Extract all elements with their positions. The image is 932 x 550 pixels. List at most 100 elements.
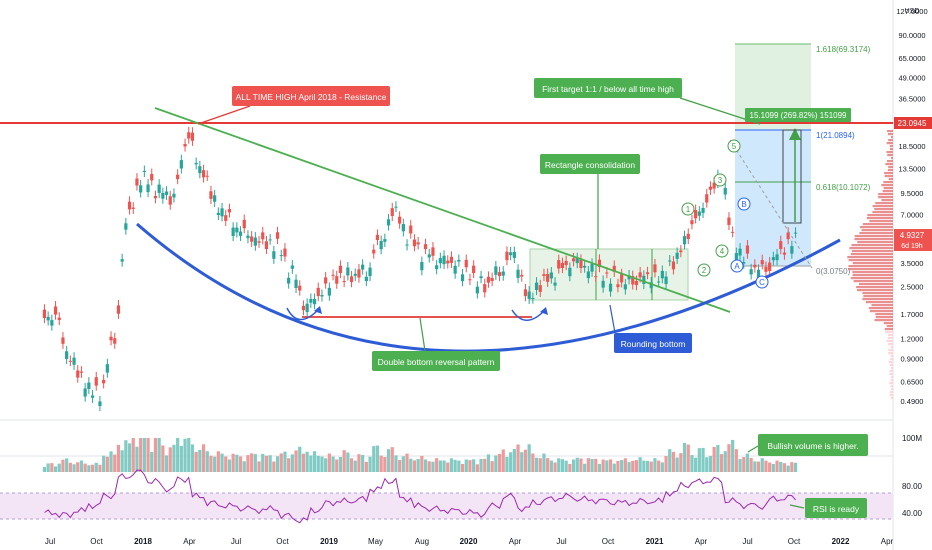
- volume-profile-bar: [887, 337, 893, 340]
- callout-ath-text: ALL TIME HIGH April 2018 - Resistance: [236, 92, 387, 102]
- candle-body: [139, 185, 143, 193]
- volume-profile-bar: [869, 220, 893, 223]
- candle-body: [645, 272, 650, 275]
- volume-profile-bar: [891, 376, 893, 379]
- time-axis-label: Oct: [276, 537, 289, 546]
- volume-bar: [231, 453, 235, 472]
- price-axis-label: 49.0000: [898, 74, 925, 83]
- price-axis-label: 0.6500: [901, 377, 924, 386]
- volume-bar: [475, 464, 479, 472]
- candle-body: [675, 252, 679, 259]
- candle-body: [594, 276, 598, 278]
- volume-bar: [90, 464, 95, 472]
- candle-body: [542, 274, 546, 276]
- volume-bar: [638, 457, 642, 472]
- volume-profile-bar: [884, 172, 893, 175]
- volume-bar: [72, 464, 76, 472]
- volume-bar: [764, 460, 768, 472]
- candle-body: [623, 284, 627, 290]
- volume-bar: [645, 460, 650, 472]
- candle-body: [494, 266, 498, 275]
- candle-body: [83, 388, 87, 397]
- candle-body: [549, 272, 553, 279]
- volume-profile-bar: [848, 268, 893, 271]
- volume-bar: [57, 463, 61, 472]
- current-price-badge-bg: [894, 229, 932, 251]
- candle-body: [90, 395, 95, 398]
- candle-body: [201, 170, 206, 178]
- descending-trendline: [154, 107, 731, 313]
- candle-body: [379, 241, 383, 250]
- volume-bar: [235, 454, 239, 472]
- price-axis-label: 65.0000: [898, 54, 925, 63]
- candle-body: [775, 254, 779, 261]
- candle-body: [109, 336, 113, 341]
- candle-body: [98, 401, 102, 407]
- candle-body: [72, 357, 76, 365]
- volume-bar: [756, 461, 761, 472]
- volume-bar: [79, 460, 84, 472]
- candle-body: [612, 265, 616, 272]
- volume-profile-bar: [890, 346, 893, 349]
- volume-bar: [179, 445, 183, 472]
- volume-bar: [782, 463, 787, 472]
- volume-profile-bar: [889, 382, 893, 385]
- volume-bar: [98, 464, 102, 472]
- volume-profile-bar: [856, 286, 893, 289]
- volume-bar: [105, 456, 109, 472]
- time-axis-label: Apr: [881, 537, 894, 546]
- volume-profile-bar: [891, 397, 893, 400]
- volume-bar: [586, 458, 590, 472]
- candle-body: [312, 298, 317, 305]
- candle-body: [442, 255, 446, 265]
- candle-body: [57, 317, 61, 321]
- volume-bar: [216, 451, 220, 472]
- candle-body: [76, 370, 80, 378]
- volume-bar: [634, 460, 639, 472]
- price-axis-label: 18.5000: [898, 142, 925, 151]
- volume-profile-bar: [891, 136, 893, 139]
- volume-bar: [342, 450, 346, 472]
- wave-marker-circle: [715, 244, 729, 258]
- candle-body: [753, 264, 757, 268]
- volume-bar: [594, 458, 598, 472]
- candle-body: [94, 377, 98, 386]
- candle-body: [664, 276, 668, 285]
- volume-bar: [190, 444, 195, 472]
- candle-body: [364, 276, 368, 282]
- volume-bar: [205, 451, 209, 472]
- volume-bar: [464, 459, 468, 472]
- candle-body: [782, 252, 787, 255]
- fib-0-label: 0(3.0750): [816, 267, 851, 276]
- candle-body: [634, 280, 639, 286]
- volume-bar: [494, 455, 498, 472]
- volume-bar: [542, 453, 546, 472]
- volume-bar: [420, 455, 424, 472]
- candle-body: [793, 232, 798, 234]
- volume-bar: [42, 467, 47, 472]
- volume-profile-bar: [891, 367, 893, 370]
- volume-bar: [375, 445, 380, 472]
- volume-profile-bar: [890, 358, 893, 361]
- candle-body: [50, 320, 54, 326]
- volume-profile-bar: [881, 199, 893, 202]
- volume-profile-bar: [887, 133, 893, 136]
- volume-bar: [298, 446, 302, 472]
- candle-body: [375, 234, 380, 241]
- volume-bar: [316, 455, 320, 472]
- volume-profile-bar: [888, 166, 893, 169]
- volume-bar: [460, 463, 465, 472]
- volume-bar: [682, 442, 687, 472]
- candle-body: [246, 235, 250, 239]
- candle-body: [608, 283, 613, 292]
- candle-body: [331, 274, 335, 276]
- volume-bar: [527, 444, 531, 472]
- volume-bar: [198, 450, 202, 472]
- volume-bar: [398, 459, 402, 472]
- price-axis-label: 36.5000: [898, 94, 925, 103]
- volume-bar: [261, 453, 265, 472]
- candle-body: [531, 298, 535, 300]
- volume-bar: [324, 458, 328, 472]
- candle-body: [294, 279, 298, 288]
